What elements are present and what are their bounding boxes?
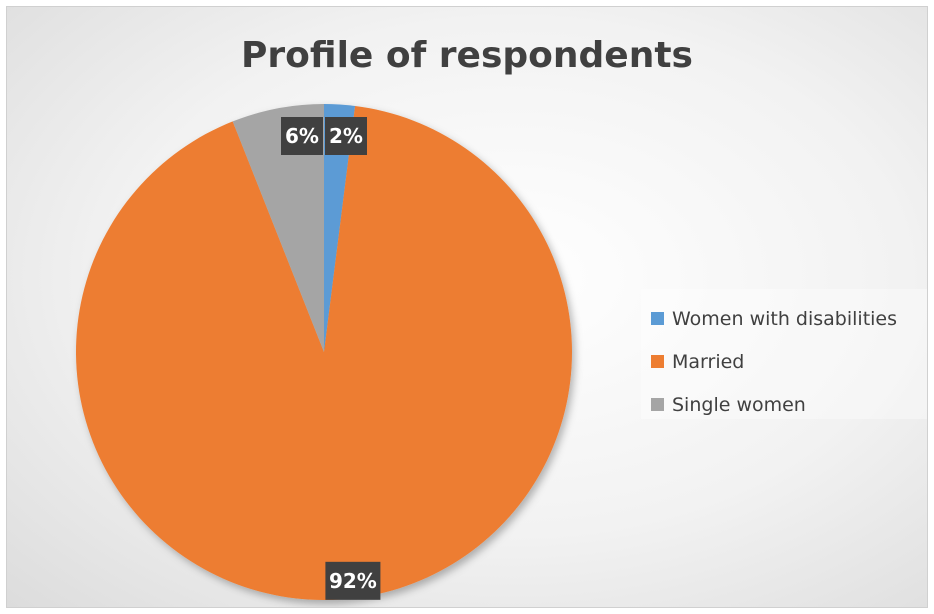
data-label-single-women: 6%	[281, 117, 323, 155]
chart-legend: Women with disabilities Married Single wom…	[641, 289, 927, 419]
legend-label: Married	[672, 350, 745, 373]
pie-slice-single-women	[232, 104, 324, 352]
data-label-text: 2%	[329, 124, 363, 148]
data-label-women-with-disabilities: 2%	[325, 117, 367, 155]
data-label-box	[325, 117, 367, 155]
data-label-box	[325, 561, 381, 600]
legend-item-women-with-disabilities: Women with disabilities	[651, 297, 927, 340]
legend-item-single-women: Single women	[651, 383, 927, 426]
pie-slice-women-with-disabilities	[324, 104, 356, 352]
legend-label: Single women	[672, 393, 806, 416]
legend-swatch	[651, 398, 664, 411]
data-label-box	[281, 117, 323, 155]
data-label-married: 92%	[325, 561, 381, 600]
data-label-text: 6%	[285, 124, 319, 148]
legend-swatch	[651, 312, 664, 325]
legend-item-married: Married	[651, 340, 927, 383]
chart-area: Profile of respondents 2% 92% 6% Women wit…	[6, 6, 928, 608]
legend-label: Women with disabilities	[672, 307, 898, 330]
pie-slice-married	[75, 105, 572, 600]
legend-swatch	[651, 355, 664, 368]
pie-chart: 2% 92% 6%	[75, 104, 572, 600]
chart-title: Profile of respondents	[241, 35, 693, 76]
data-label-text: 92%	[329, 569, 377, 593]
